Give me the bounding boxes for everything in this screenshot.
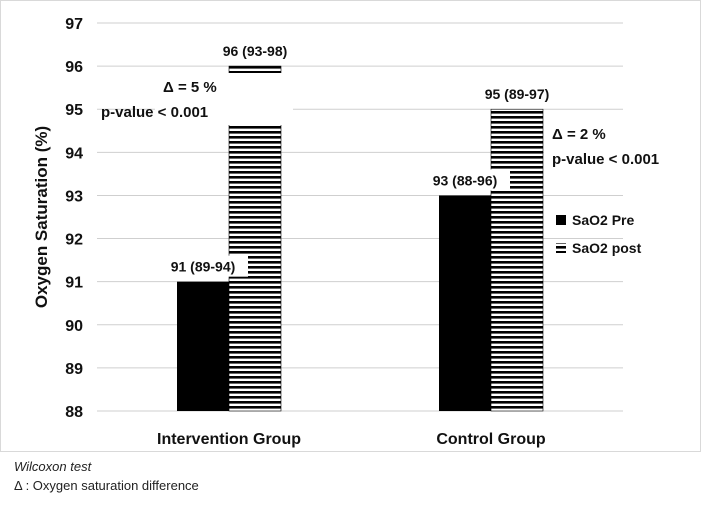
data-label: 93 (88-96) [433,172,498,188]
annotation-delta: Δ = 5 % [163,79,217,96]
y-tick-label: 93 [65,188,83,205]
data-labels: 91 (89-94) 96 (93-98) 93 (88-96) 95 (89-97)… [101,40,682,277]
legend-swatch-pre [556,215,566,225]
footnote-test: Wilcoxon test [14,459,92,474]
y-tick-label: 94 [65,145,83,162]
data-label: 91 (89-94) [171,259,236,275]
bar-pre [177,281,229,411]
legend-swatch-post [556,243,566,253]
bar-post [490,108,544,412]
legend-label: SaO2 post [572,240,642,256]
annotation-bg [544,120,682,172]
annotation-delta: Δ = 2 % [552,126,606,143]
data-label: 96 (93-98) [223,43,288,59]
chart-frame: 88 89 90 91 92 93 94 95 96 97 Oxygen Saturation (%… [0,0,701,452]
annotation-pvalue: p-value < 0.001 [552,151,659,168]
y-tick-label: 88 [65,404,83,421]
data-label: 95 (89-97) [485,86,550,102]
x-category-label: Intervention Group [157,431,301,448]
legend: SaO2 Pre SaO2 post [556,212,642,256]
data-label-bg [158,255,248,277]
y-tick-label: 90 [65,318,83,335]
data-label-bg [472,83,562,105]
y-tick-label: 95 [65,102,83,119]
y-tick-label: 97 [65,16,83,33]
footnote-delta: Δ : Oxygen saturation difference [14,478,199,493]
y-tick-label: 91 [65,275,83,292]
legend-label: SaO2 Pre [572,212,634,228]
annotation-pvalue: p-value < 0.001 [101,104,208,121]
y-axis-title: Oxygen Saturation (%) [32,126,51,308]
annotation-bg [155,73,293,125]
y-tick-label: 89 [65,361,83,378]
y-tick-label: 92 [65,232,83,249]
y-tick-label: 96 [65,59,83,76]
data-label-bg [420,169,510,191]
bar-pre [439,195,491,411]
bar-chart: 88 89 90 91 92 93 94 95 96 97 Oxygen Saturation (%… [32,16,682,448]
data-label-bg [210,40,300,62]
x-category-label: Control Group [436,431,546,448]
y-axis: 88 89 90 91 92 93 94 95 96 97 Oxygen Saturation (%… [32,16,546,448]
